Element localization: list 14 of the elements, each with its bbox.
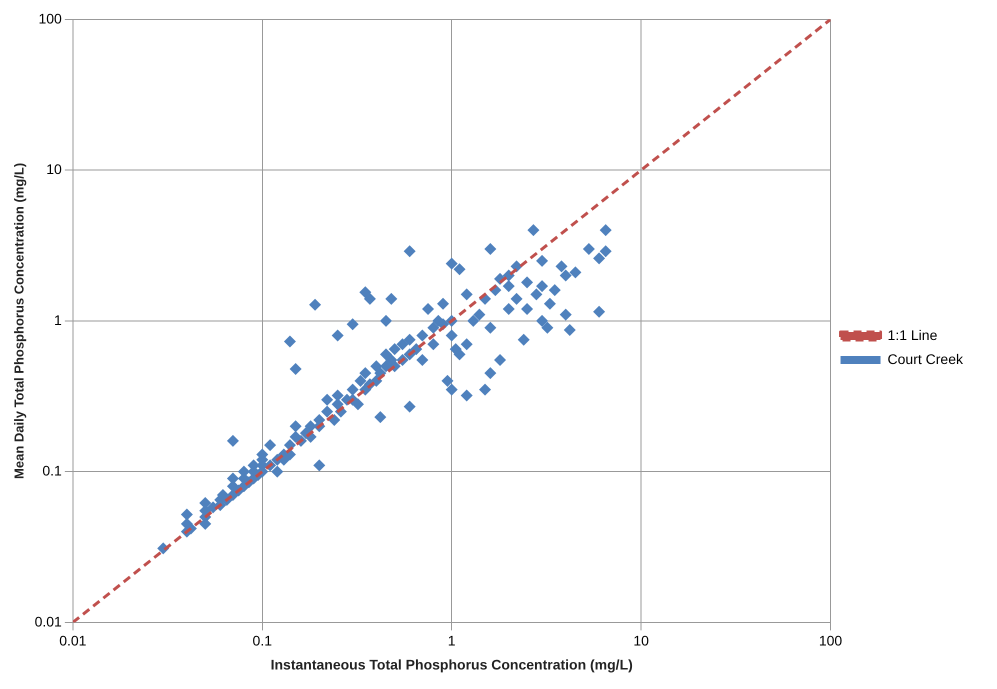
x-tick-label: 100 bbox=[818, 632, 842, 649]
legend-label: Court Creek bbox=[888, 350, 964, 367]
x-tick-label: 0.01 bbox=[59, 632, 87, 649]
y-tick-label: 1 bbox=[54, 312, 62, 328]
x-tick-label: 0.1 bbox=[252, 632, 272, 649]
y-tick-label: 100 bbox=[38, 10, 62, 26]
y-tick-label: 0.01 bbox=[34, 613, 62, 630]
y-axis-title: Mean Daily Total Phosphorus Concentration (mg/L) bbox=[11, 162, 26, 479]
legend-label: 1:1 Line bbox=[888, 326, 938, 343]
y-tick-label: 10 bbox=[46, 161, 62, 178]
x-tick-label: 1 bbox=[448, 632, 456, 649]
x-tick-label: 10 bbox=[633, 632, 650, 649]
y-tick-label: 0.1 bbox=[42, 462, 62, 479]
x-axis-title: Instantaneous Total Phosphorus Concentration (mg/L) bbox=[270, 656, 633, 672]
